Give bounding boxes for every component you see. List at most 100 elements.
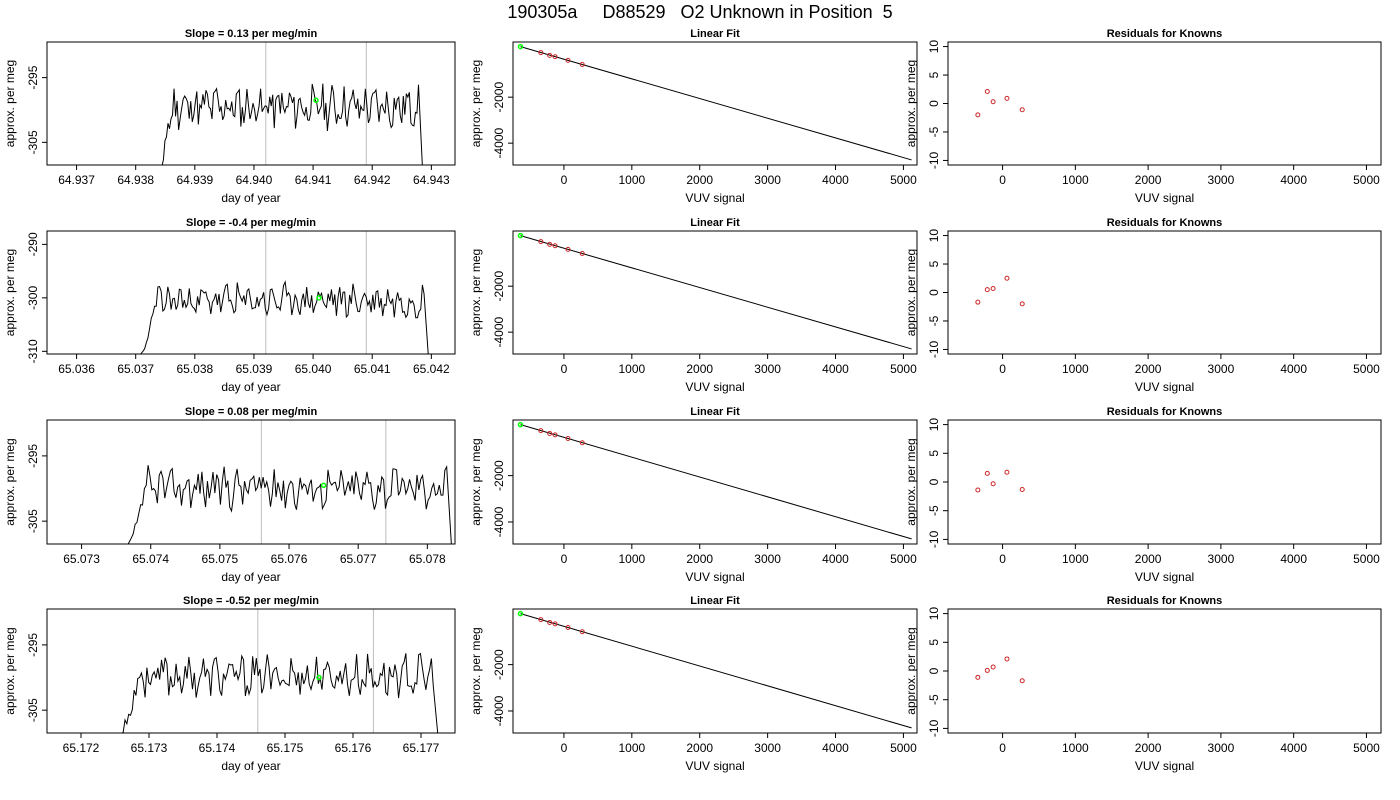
plot-area <box>140 231 429 354</box>
x-tick-label: 1000 <box>618 362 645 376</box>
x-tick-label: 65.037 <box>117 362 154 376</box>
x-axis-label: VUV signal <box>1135 759 1194 773</box>
x-tick-label: 3000 <box>1208 741 1235 755</box>
plot-area <box>161 42 423 165</box>
x-tick-label: 65.040 <box>295 362 332 376</box>
plot-frame <box>46 608 456 734</box>
x-tick-label: 65.075 <box>202 552 239 566</box>
known-point <box>538 428 544 434</box>
residual-point <box>984 89 990 95</box>
x-tick-label: 5000 <box>890 741 917 755</box>
y-tick-label: -2000 <box>492 649 506 680</box>
y-tick-label: 5 <box>927 639 941 646</box>
y-tick-label: -310 <box>26 339 40 363</box>
plot-area <box>517 610 912 729</box>
x-tick-label: 65.077 <box>340 552 377 566</box>
plot-frame <box>46 419 456 545</box>
x-tick-label: 1000 <box>1062 362 1089 376</box>
x-axis-label: VUV signal <box>685 191 744 205</box>
plot-frame <box>46 41 456 166</box>
x-tick-label: 0 <box>999 741 1006 755</box>
x-tick-label: 1000 <box>1062 552 1089 566</box>
x-tick-label: 5000 <box>890 173 917 187</box>
y-tick-label: 5 <box>927 260 941 267</box>
y-axis-label: approx. per meg <box>904 249 918 336</box>
x-tick-label: 2000 <box>1135 741 1162 755</box>
x-tick-label: 3000 <box>754 173 781 187</box>
panel-title: Linear Fit <box>690 28 740 40</box>
x-tick-label: 4000 <box>822 741 849 755</box>
plot-area <box>127 420 452 544</box>
x-tick-label: 65.036 <box>58 362 95 376</box>
plot-frame <box>947 608 1382 734</box>
y-tick-label: -2000 <box>492 82 506 113</box>
x-tick-label: 0 <box>999 552 1006 566</box>
plot-frame <box>512 419 918 545</box>
x-tick-label: 65.175 <box>267 741 304 755</box>
x-tick-label: 4000 <box>1280 173 1307 187</box>
x-axis-label: day of year <box>221 191 280 205</box>
panel-timeseries-row2: Slope = -0.4 per meg/min 65.036 65.037 65.0… <box>3 217 456 394</box>
x-tick-label: 4000 <box>1280 741 1307 755</box>
panel-residuals-row3: Residuals for Knowns 0 1000 2000 3000 4000 500… <box>904 406 1382 584</box>
known-point <box>538 50 544 56</box>
y-tick-label: -305 <box>26 698 40 722</box>
y-tick-label: -5 <box>927 126 941 137</box>
x-tick-label: 2000 <box>686 741 713 755</box>
x-axis-label: day of year <box>221 759 280 773</box>
x-tick-label: 4000 <box>1280 552 1307 566</box>
x-tick-label: 5000 <box>890 552 917 566</box>
x-axis-label: VUV signal <box>685 759 744 773</box>
y-tick-label: 5 <box>927 71 941 78</box>
series-line <box>121 652 439 733</box>
residual-point <box>1019 107 1025 113</box>
x-tick-label: 3000 <box>754 362 781 376</box>
plot-area <box>975 275 1025 307</box>
fit-line <box>520 424 912 540</box>
residual-point <box>990 664 996 670</box>
x-tick-label: 3000 <box>1208 173 1235 187</box>
residual-point <box>984 470 990 476</box>
x-axis-label: VUV signal <box>1135 570 1194 584</box>
x-tick-label: 65.174 <box>199 741 236 755</box>
unknown-point <box>517 232 524 239</box>
plot-frame <box>947 230 1382 355</box>
x-tick-label: 0 <box>561 362 568 376</box>
panel-timeseries-row4: Slope = -0.52 per meg/min 65.172 65.173 65.… <box>3 595 456 773</box>
plot-frame <box>512 608 918 734</box>
y-tick-label: -305 <box>26 509 40 533</box>
y-tick-label: -5 <box>927 315 941 326</box>
known-point <box>579 629 585 635</box>
panel-title: Linear Fit <box>690 217 740 229</box>
panel-residuals-row4: Residuals for Knowns 0 1000 2000 3000 4000 500… <box>904 595 1382 773</box>
y-tick-label: 0 <box>927 100 941 107</box>
known-point <box>547 52 553 58</box>
fit-line <box>520 613 912 729</box>
x-tick-label: 1000 <box>618 173 645 187</box>
x-tick-label: 2000 <box>1135 552 1162 566</box>
x-tick-label: 3000 <box>1208 362 1235 376</box>
known-point <box>538 617 544 623</box>
y-tick-label: 0 <box>927 667 941 674</box>
plot-area <box>975 89 1025 118</box>
known-point <box>565 246 571 252</box>
known-point <box>565 57 571 63</box>
unknown-point <box>517 610 524 617</box>
y-tick-label: -295 <box>26 444 40 468</box>
plot-area <box>517 43 912 161</box>
plot-frame <box>512 230 918 355</box>
x-tick-label: 65.039 <box>236 362 273 376</box>
residual-point <box>990 286 996 292</box>
known-point <box>552 432 558 438</box>
panel-timeseries-row1: Slope = 0.13 per meg/min 64.937 64.938 64.9… <box>3 28 456 205</box>
plot-area <box>517 232 912 350</box>
plot-frame <box>947 419 1382 545</box>
residual-point <box>984 667 990 673</box>
panel-title: Linear Fit <box>690 406 740 418</box>
known-point <box>565 625 571 631</box>
x-tick-label: 64.938 <box>117 173 154 187</box>
x-tick-label: 64.943 <box>413 173 450 187</box>
residual-point <box>975 674 981 680</box>
known-point <box>579 62 585 68</box>
x-tick-label: 64.942 <box>354 173 391 187</box>
